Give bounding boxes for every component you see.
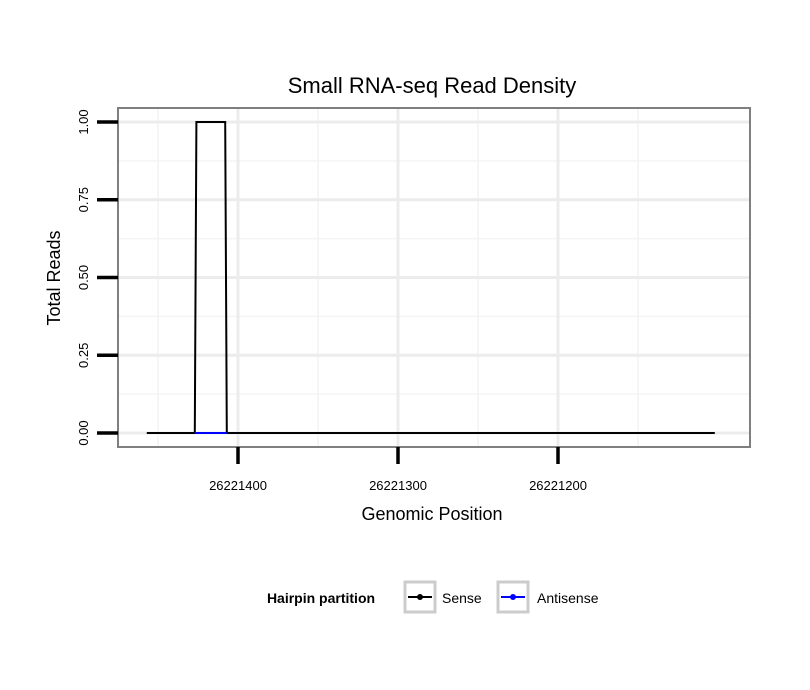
- plot-panel: [118, 108, 750, 447]
- y-axis-title: Total Reads: [44, 230, 64, 325]
- y-tick-label: 0.50: [76, 265, 91, 290]
- legend-key-point: [417, 594, 423, 600]
- y-tick-label: 0.25: [76, 343, 91, 368]
- legend-item-sense: Sense: [403, 580, 482, 614]
- x-tick-label: 26221300: [369, 478, 427, 493]
- series-layer: [146, 121, 715, 434]
- legend-key-point: [510, 594, 516, 600]
- y-tick-label: 0.75: [76, 187, 91, 212]
- legend-label: Sense: [442, 590, 482, 606]
- legend-label: Antisense: [537, 590, 599, 606]
- x-axis-title: Genomic Position: [361, 504, 502, 524]
- y-tick-label: 0.00: [76, 420, 91, 445]
- x-tick-label: 26221200: [529, 478, 587, 493]
- y-tick-label: 1.00: [76, 109, 91, 134]
- series-line-sense: [146, 121, 715, 434]
- legend-title: Hairpin partition: [267, 590, 375, 606]
- x-tick-label: 26221400: [209, 478, 267, 493]
- legend-item-antisense: Antisense: [496, 580, 599, 614]
- axes: 26221400 26221300 26221200 0.00 0.25 0.50 0.75…: [76, 107, 751, 493]
- chart-title: Small RNA-seq Read Density: [288, 73, 577, 98]
- legend: Hairpin partition Sense Antisense: [267, 580, 599, 614]
